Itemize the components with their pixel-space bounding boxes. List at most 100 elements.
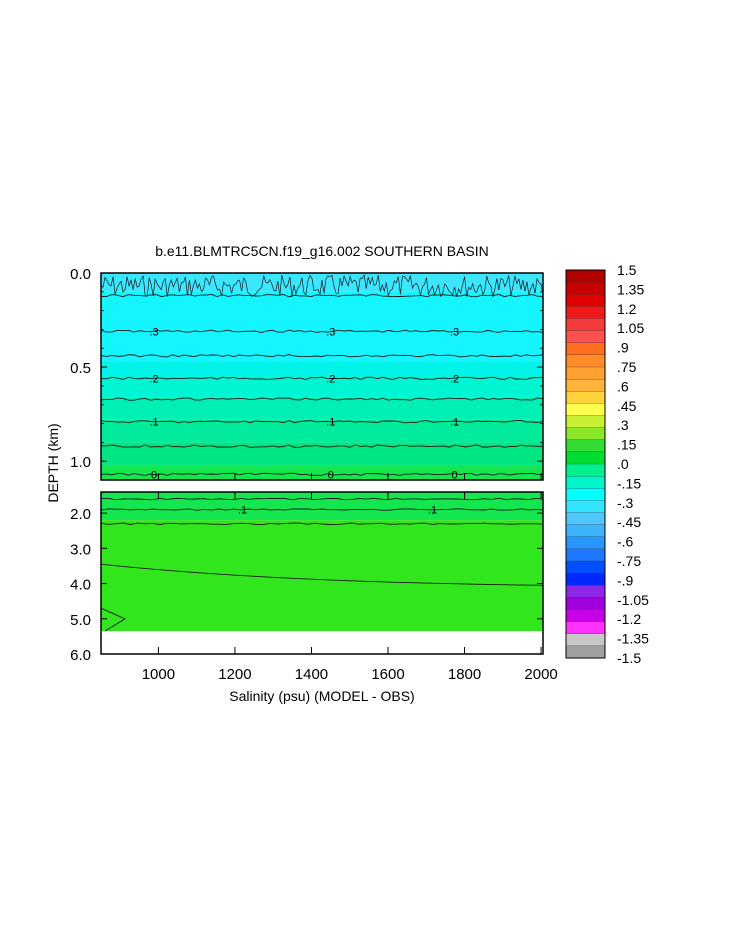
contour-label: 0: [151, 469, 157, 481]
contour-band: [101, 464, 543, 480]
contour-label: .3: [149, 326, 158, 338]
x-tick-label: 1600: [371, 666, 404, 683]
contour-line: [100, 444, 544, 448]
x-tick-label: 1800: [448, 666, 481, 683]
y-axis-label: DEPTH (km): [45, 423, 61, 502]
contour-line: [100, 563, 544, 586]
y-tick-label: 2.0: [70, 506, 91, 523]
contour-label: .3: [450, 326, 459, 338]
colorbar-swatch: [565, 500, 606, 513]
surface-noise-contour: [100, 273, 544, 297]
colorbar-swatch: [565, 645, 606, 659]
colorbar-label: .3: [617, 417, 629, 433]
contour-line: [100, 376, 544, 380]
contour-label: .1: [238, 505, 247, 517]
contour-line: [100, 522, 544, 525]
y-tick-label: 6.0: [70, 647, 91, 664]
contour-line: [100, 508, 544, 511]
colorbar: 1.5 1.35 1.2 1.05 .9 .75 .6 .45 .3 .15 .0 -.15 -.3 -.…: [565, 262, 649, 666]
colorbar-label: .75: [617, 359, 637, 375]
chart-title: b.e11.BLMTRC5CN.f19_g16.002 SOUTHERN BAS…: [155, 243, 489, 259]
colorbar-label: 1.35: [617, 281, 644, 297]
lower-panel-frame: [100, 491, 544, 655]
y-tick-label: 0.5: [70, 360, 91, 377]
colorbar-label: .6: [617, 378, 629, 394]
lower-panel: .1 .1 2.0 3.0 4.0 5.0 6.0: [70, 491, 544, 664]
contour-band: [101, 492, 543, 521]
colorbar-swatch: [565, 488, 606, 501]
x-tick-label: 1400: [295, 666, 328, 683]
x-tick-label: 1200: [218, 666, 251, 683]
colorbar-swatch: [565, 524, 606, 538]
upper-panel: .3 .3 .3 .2 .2 .2 .1 .1 .1 0 0 0 0.0 0.5 1.0: [70, 266, 544, 481]
colorbar-label: 1.2: [617, 301, 637, 317]
contour-line: [100, 607, 126, 632]
colorbar-swatch: [565, 294, 606, 307]
colorbar-swatch: [565, 342, 606, 356]
colorbar-swatch: [565, 391, 606, 404]
colorbar-swatch: [565, 306, 606, 319]
y-tick-label: 0.0: [70, 266, 91, 283]
colorbar-label: 1.05: [617, 320, 644, 336]
colorbar-swatch: [565, 609, 606, 623]
colorbar-swatch: [565, 439, 606, 453]
y-tick-label: 4.0: [70, 577, 91, 594]
y-tick-label: 1.0: [70, 454, 91, 471]
colorbar-swatch: [565, 597, 606, 610]
colorbar-swatch: [565, 512, 606, 526]
x-tick-label: 2000: [524, 666, 557, 683]
colorbar-swatch: [565, 560, 606, 574]
colorbar-label: -1.5: [617, 650, 641, 666]
colorbar-label: .15: [617, 437, 637, 453]
contour-label: .1: [326, 417, 335, 429]
colorbar-swatch: [565, 269, 606, 283]
colorbar-swatch: [565, 378, 606, 392]
contour-line: [100, 294, 544, 298]
contour-label: .2: [149, 373, 158, 385]
contour-band: [101, 442, 543, 465]
colorbar-label: -.75: [617, 553, 641, 569]
contour-label: .2: [326, 373, 335, 385]
colorbar-label: .0: [617, 456, 629, 472]
colorbar-label: -.9: [617, 572, 634, 588]
colorbar-label: -.3: [617, 495, 634, 511]
contour-line: [100, 497, 544, 501]
contour-label: .1: [450, 417, 459, 429]
contour-band: [101, 397, 543, 420]
colorbar-swatch: [565, 366, 606, 380]
contour-label: .1: [428, 505, 437, 517]
colorbar-swatch: [565, 463, 606, 477]
contour-band: [101, 291, 543, 362]
contour-label: .2: [450, 373, 459, 385]
colorbar-swatch: [565, 536, 606, 550]
colorbar-swatch: [565, 633, 606, 647]
colorbar-swatch: [565, 621, 606, 635]
colorbar-label: -1.2: [617, 611, 641, 627]
contour-label: .3: [326, 326, 335, 338]
colorbar-swatch: [565, 330, 606, 344]
colorbar-swatch: [565, 403, 606, 416]
y-tick-label: 3.0: [70, 541, 91, 558]
colorbar-swatch: [565, 585, 606, 598]
contour-band: [101, 376, 543, 398]
contour-label: .1: [149, 417, 158, 429]
colorbar-swatch: [565, 451, 606, 465]
colorbar-label: -1.35: [617, 631, 649, 647]
x-axis: 1000 1200 1400 1600 1800 2000: [142, 473, 558, 683]
contour-label: 0: [328, 469, 334, 481]
contour-line: [100, 420, 544, 424]
contour-band: [101, 520, 543, 632]
colorbar-label: -.15: [617, 475, 641, 491]
colorbar-label: -.6: [617, 534, 634, 550]
contour-line: [100, 354, 544, 358]
colorbar-swatch: [565, 318, 606, 332]
colorbar-swatch: [565, 572, 606, 586]
colorbar-label: -.45: [617, 514, 641, 530]
x-axis-label: Salinity (psu) (MODEL - OBS): [229, 688, 414, 704]
contour-band: [101, 361, 543, 377]
y-tick-label: 5.0: [70, 612, 91, 629]
colorbar-swatch: [565, 415, 606, 429]
contour-line: [100, 397, 544, 401]
colorbar-label: -1.05: [617, 592, 649, 608]
